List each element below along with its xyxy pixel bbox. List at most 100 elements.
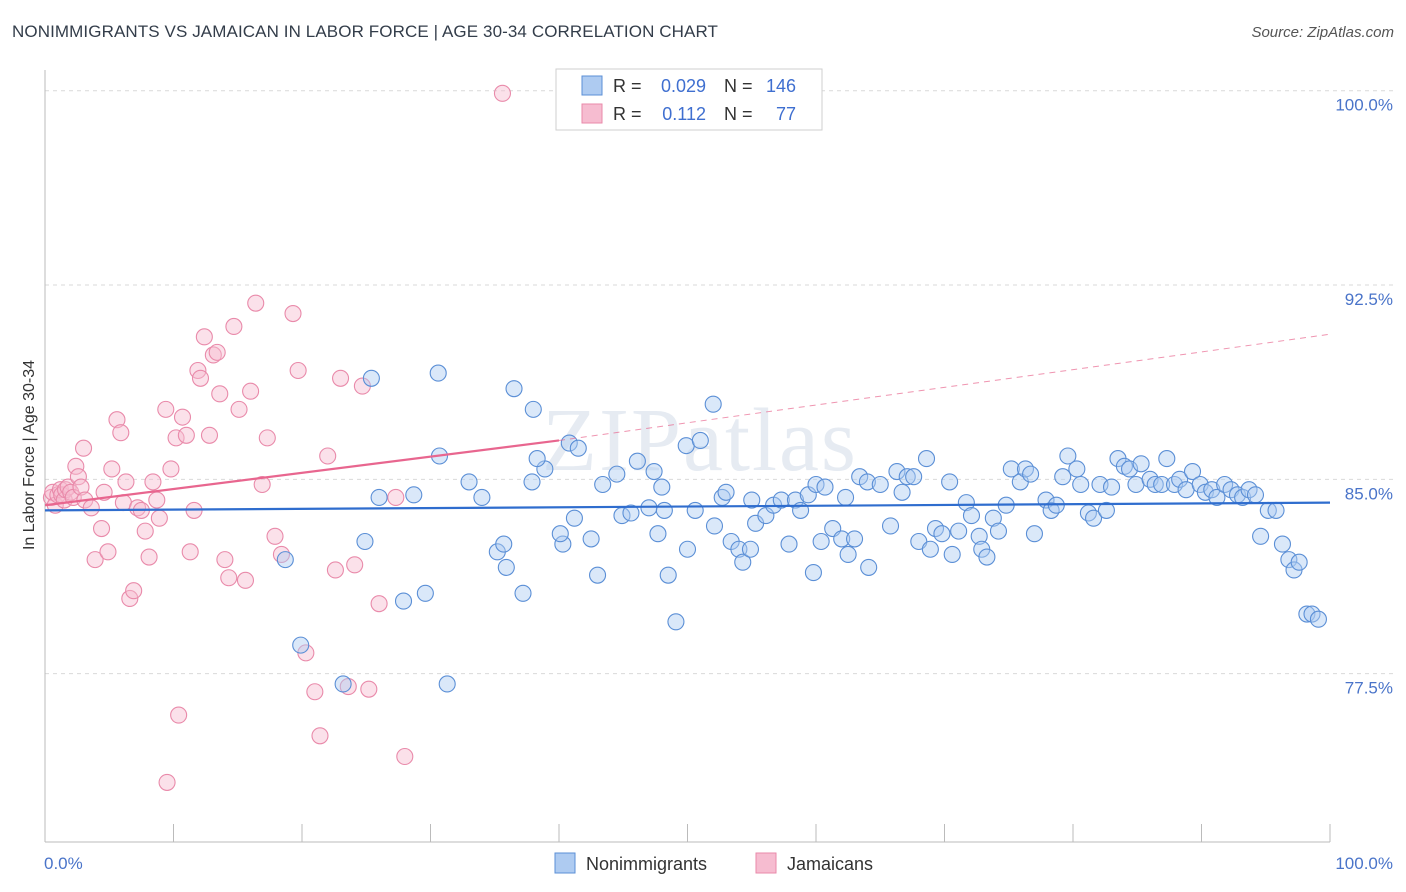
- data-point: [1068, 460, 1086, 478]
- data-point: [306, 683, 324, 701]
- legend-n-value: 77: [776, 104, 796, 124]
- data-point: [292, 636, 310, 654]
- data-point: [334, 675, 352, 693]
- data-point: [772, 491, 790, 509]
- data-point: [360, 680, 378, 698]
- data-point: [429, 364, 447, 382]
- data-point: [628, 452, 646, 470]
- data-point: [514, 584, 532, 602]
- data-point: [560, 434, 578, 452]
- data-point: [691, 431, 709, 450]
- data-point: [170, 706, 188, 724]
- data-point: [75, 439, 93, 457]
- data-point: [394, 592, 413, 610]
- data-point: [741, 540, 760, 558]
- data-point: [370, 488, 388, 506]
- data-point: [1072, 475, 1090, 494]
- data-point: [686, 501, 704, 519]
- data-point: [921, 540, 939, 558]
- data-point: [289, 361, 307, 380]
- trend-lines: [44, 333, 1331, 512]
- data-point: [225, 317, 243, 336]
- data-point: [258, 429, 276, 447]
- data-point: [177, 426, 195, 444]
- data-point: [99, 543, 117, 561]
- data-point: [396, 747, 414, 766]
- data-point: [717, 483, 735, 501]
- data-point: [523, 473, 541, 491]
- correlation-legend: R = 0.029 N = 146 R = 0.112 N = 77: [555, 68, 823, 131]
- data-point: [1208, 488, 1226, 506]
- legend-n-label: N =: [724, 104, 753, 124]
- data-point: [162, 460, 180, 478]
- jamaicans-points: [42, 84, 512, 791]
- data-point: [582, 530, 600, 548]
- data-point: [678, 540, 697, 558]
- chart-title: NONIMMIGRANTS VS JAMAICAN IN LABOR FORCE…: [12, 22, 719, 41]
- data-point: [588, 566, 607, 584]
- data-point: [1183, 462, 1202, 481]
- trend-line-nonimmigrants: [44, 501, 1331, 512]
- data-point: [253, 475, 271, 494]
- data-point: [780, 535, 798, 553]
- data-point: [125, 582, 143, 600]
- legend-n-value: 146: [766, 76, 796, 96]
- data-point: [493, 84, 512, 102]
- source-label: Source: ZipAtlas.com: [1251, 24, 1394, 41]
- data-point: [898, 468, 916, 486]
- data-point: [957, 494, 975, 512]
- data-point: [978, 548, 996, 566]
- data-point: [117, 473, 135, 491]
- data-point: [108, 411, 126, 429]
- data-point: [1097, 501, 1115, 519]
- watermark: ZIPatlas: [542, 391, 858, 490]
- data-point: [150, 509, 168, 527]
- data-point: [893, 483, 911, 501]
- data-point: [473, 488, 491, 506]
- data-point: [1042, 501, 1060, 519]
- legend-swatch-nonimmigrants: [581, 75, 603, 96]
- legend-r-label: R =: [613, 104, 642, 124]
- data-point: [276, 551, 294, 569]
- data-point: [1273, 535, 1292, 553]
- data-point: [917, 450, 936, 468]
- data-point: [1025, 525, 1043, 543]
- trend-line-jamaicans: [44, 439, 560, 507]
- data-point: [655, 501, 673, 519]
- data-point: [845, 530, 864, 548]
- data-point: [1059, 447, 1077, 465]
- data-point: [69, 468, 87, 486]
- data-point: [649, 525, 667, 543]
- data-point: [871, 475, 889, 494]
- data-point: [645, 462, 663, 481]
- data-point: [208, 343, 226, 361]
- data-point: [495, 535, 513, 553]
- data-point: [743, 491, 761, 509]
- data-point: [157, 400, 175, 418]
- data-point: [86, 551, 104, 569]
- data-point: [1153, 475, 1171, 494]
- legend-n-label: N =: [724, 76, 753, 96]
- data-point: [236, 571, 255, 589]
- data-point: [1132, 455, 1150, 473]
- data-point: [833, 530, 851, 548]
- data-point: [505, 380, 523, 398]
- y-axis-label: In Labor Force | Age 30-34: [21, 360, 38, 550]
- data-point: [1280, 551, 1298, 569]
- data-point: [1002, 460, 1020, 478]
- data-point: [551, 525, 569, 543]
- data-point: [144, 473, 162, 491]
- data-point: [812, 532, 830, 551]
- data-point: [608, 465, 626, 483]
- data-point: [103, 460, 121, 478]
- data-point: [326, 561, 344, 579]
- data-point: [1016, 460, 1035, 478]
- data-point: [1103, 478, 1121, 496]
- data-point: [1085, 509, 1103, 527]
- x-tick-label-left: 0.0%: [44, 854, 83, 873]
- legend-r-value: 0.029: [661, 76, 706, 96]
- data-point: [387, 488, 405, 506]
- data-point: [370, 595, 388, 613]
- data-point: [622, 504, 640, 522]
